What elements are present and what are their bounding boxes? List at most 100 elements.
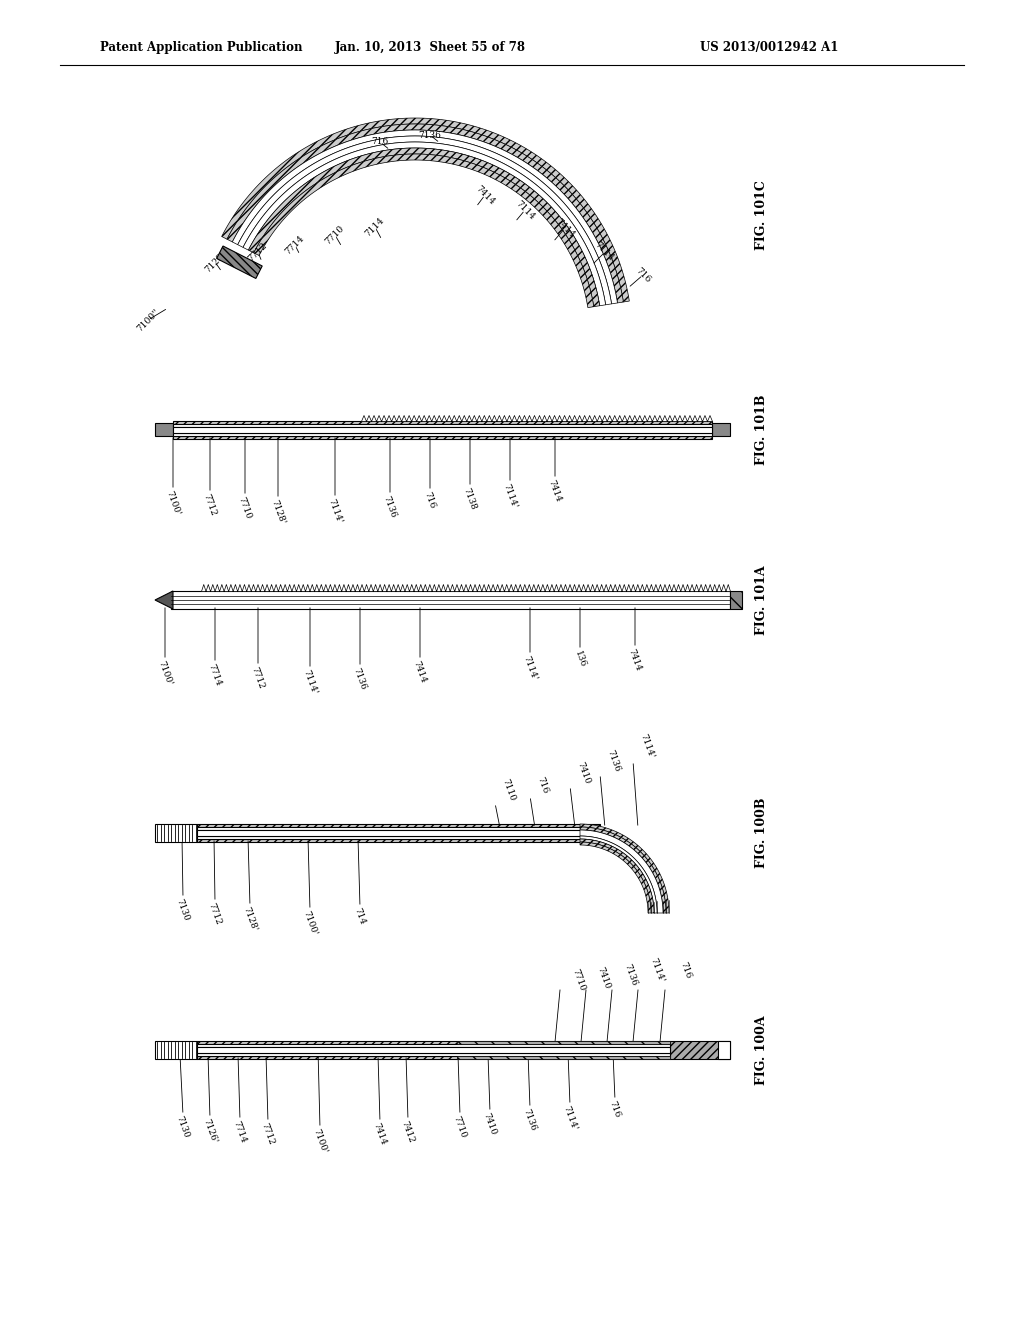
Text: FIG. 100A: FIG. 100A — [755, 1015, 768, 1085]
Polygon shape — [580, 824, 669, 913]
Text: US 2013/0012942 A1: US 2013/0012942 A1 — [700, 41, 839, 54]
Text: 7130: 7130 — [175, 898, 191, 923]
Bar — [173, 433, 712, 436]
Bar — [155, 1041, 197, 1059]
Text: 7136: 7136 — [522, 1107, 539, 1133]
Text: 7414: 7414 — [554, 216, 577, 239]
Text: 7130: 7130 — [175, 1115, 191, 1139]
Text: 7114': 7114' — [521, 655, 539, 682]
Polygon shape — [580, 828, 666, 913]
Text: 716: 716 — [535, 776, 549, 795]
Bar — [197, 830, 600, 836]
Polygon shape — [155, 591, 173, 609]
Text: 7410: 7410 — [575, 760, 591, 785]
Text: 7714: 7714 — [284, 234, 306, 256]
Text: Patent Application Publication: Patent Application Publication — [100, 41, 302, 54]
Text: 7128': 7128' — [203, 249, 227, 275]
Bar — [197, 1041, 670, 1044]
Text: 7714: 7714 — [207, 663, 223, 688]
Text: 7128': 7128' — [242, 906, 259, 933]
Bar — [457, 1056, 670, 1059]
Text: FIG. 101A: FIG. 101A — [755, 565, 768, 635]
Bar — [712, 422, 730, 436]
Bar — [730, 591, 742, 609]
Text: FIG. 101B: FIG. 101B — [755, 395, 768, 465]
Bar — [197, 1044, 670, 1047]
Text: 716: 716 — [372, 137, 389, 147]
Text: 7414: 7414 — [412, 660, 428, 685]
Text: 7114': 7114' — [561, 1105, 579, 1133]
Polygon shape — [227, 124, 624, 302]
Bar — [718, 1041, 730, 1059]
Polygon shape — [580, 836, 657, 913]
Text: 7414: 7414 — [627, 648, 643, 673]
Text: 7114': 7114' — [638, 733, 655, 760]
Text: 7710: 7710 — [324, 223, 346, 247]
Text: 7114: 7114 — [364, 215, 386, 239]
Polygon shape — [580, 830, 663, 913]
Text: Jan. 10, 2013  Sheet 55 of 78: Jan. 10, 2013 Sheet 55 of 78 — [335, 41, 525, 54]
Text: 7138: 7138 — [462, 487, 478, 512]
Text: 7712: 7712 — [207, 902, 223, 927]
Bar — [173, 426, 712, 433]
Text: 716: 716 — [678, 961, 692, 979]
Text: 136: 136 — [572, 649, 587, 669]
Text: 716: 716 — [608, 1100, 623, 1119]
Polygon shape — [232, 129, 617, 304]
Text: 7710: 7710 — [237, 496, 253, 520]
Bar — [197, 836, 600, 840]
Text: 7136: 7136 — [622, 962, 638, 987]
Text: 7414: 7414 — [547, 479, 563, 504]
Text: 7410: 7410 — [482, 1111, 498, 1137]
Polygon shape — [580, 842, 651, 913]
Text: 7414: 7414 — [474, 183, 497, 206]
Polygon shape — [238, 136, 611, 305]
Bar — [155, 824, 197, 842]
Text: 7714: 7714 — [231, 1119, 248, 1144]
Polygon shape — [221, 117, 630, 302]
Bar — [155, 422, 173, 436]
Text: 7128': 7128' — [269, 499, 287, 525]
Text: FIG. 101C: FIG. 101C — [755, 180, 768, 249]
Text: 7712: 7712 — [250, 667, 266, 690]
Polygon shape — [254, 154, 594, 308]
Text: 7114: 7114 — [514, 199, 537, 222]
Text: 716: 716 — [634, 265, 652, 284]
Polygon shape — [580, 840, 654, 913]
Text: 7710: 7710 — [570, 968, 587, 993]
Bar — [197, 840, 600, 842]
Text: 7136: 7136 — [419, 131, 441, 140]
Text: 7136: 7136 — [382, 495, 398, 520]
Text: 7410: 7410 — [595, 965, 611, 990]
Text: 7114': 7114' — [301, 669, 318, 696]
Text: 7100': 7100' — [301, 909, 318, 937]
Text: 7110: 7110 — [500, 777, 516, 803]
Bar — [197, 1053, 670, 1056]
Polygon shape — [249, 148, 600, 306]
Bar — [217, 246, 262, 279]
Text: FIG. 100B: FIG. 100B — [755, 797, 768, 869]
Text: 7412: 7412 — [399, 1119, 416, 1144]
Text: 7114': 7114' — [502, 483, 518, 510]
Text: 716: 716 — [423, 491, 437, 511]
Text: 7100'': 7100'' — [135, 308, 161, 333]
Text: 7712: 7712 — [260, 1122, 276, 1147]
Bar — [197, 1056, 670, 1059]
Text: 7114': 7114' — [593, 240, 617, 264]
Text: 7114': 7114' — [648, 957, 666, 983]
Text: 7100': 7100' — [157, 660, 174, 686]
Bar — [457, 1041, 670, 1044]
Bar — [197, 1047, 670, 1053]
Bar — [670, 1041, 730, 1059]
Text: 714: 714 — [353, 907, 368, 927]
Bar — [197, 828, 600, 830]
Polygon shape — [243, 143, 605, 306]
Bar — [197, 824, 600, 828]
Text: 7414: 7414 — [372, 1122, 388, 1147]
Text: 7100': 7100' — [165, 490, 181, 517]
Text: 7136: 7136 — [352, 667, 369, 692]
Text: 7114': 7114' — [327, 498, 344, 525]
Text: 7126': 7126' — [202, 1118, 218, 1144]
Bar — [173, 424, 712, 426]
Bar — [171, 591, 730, 609]
